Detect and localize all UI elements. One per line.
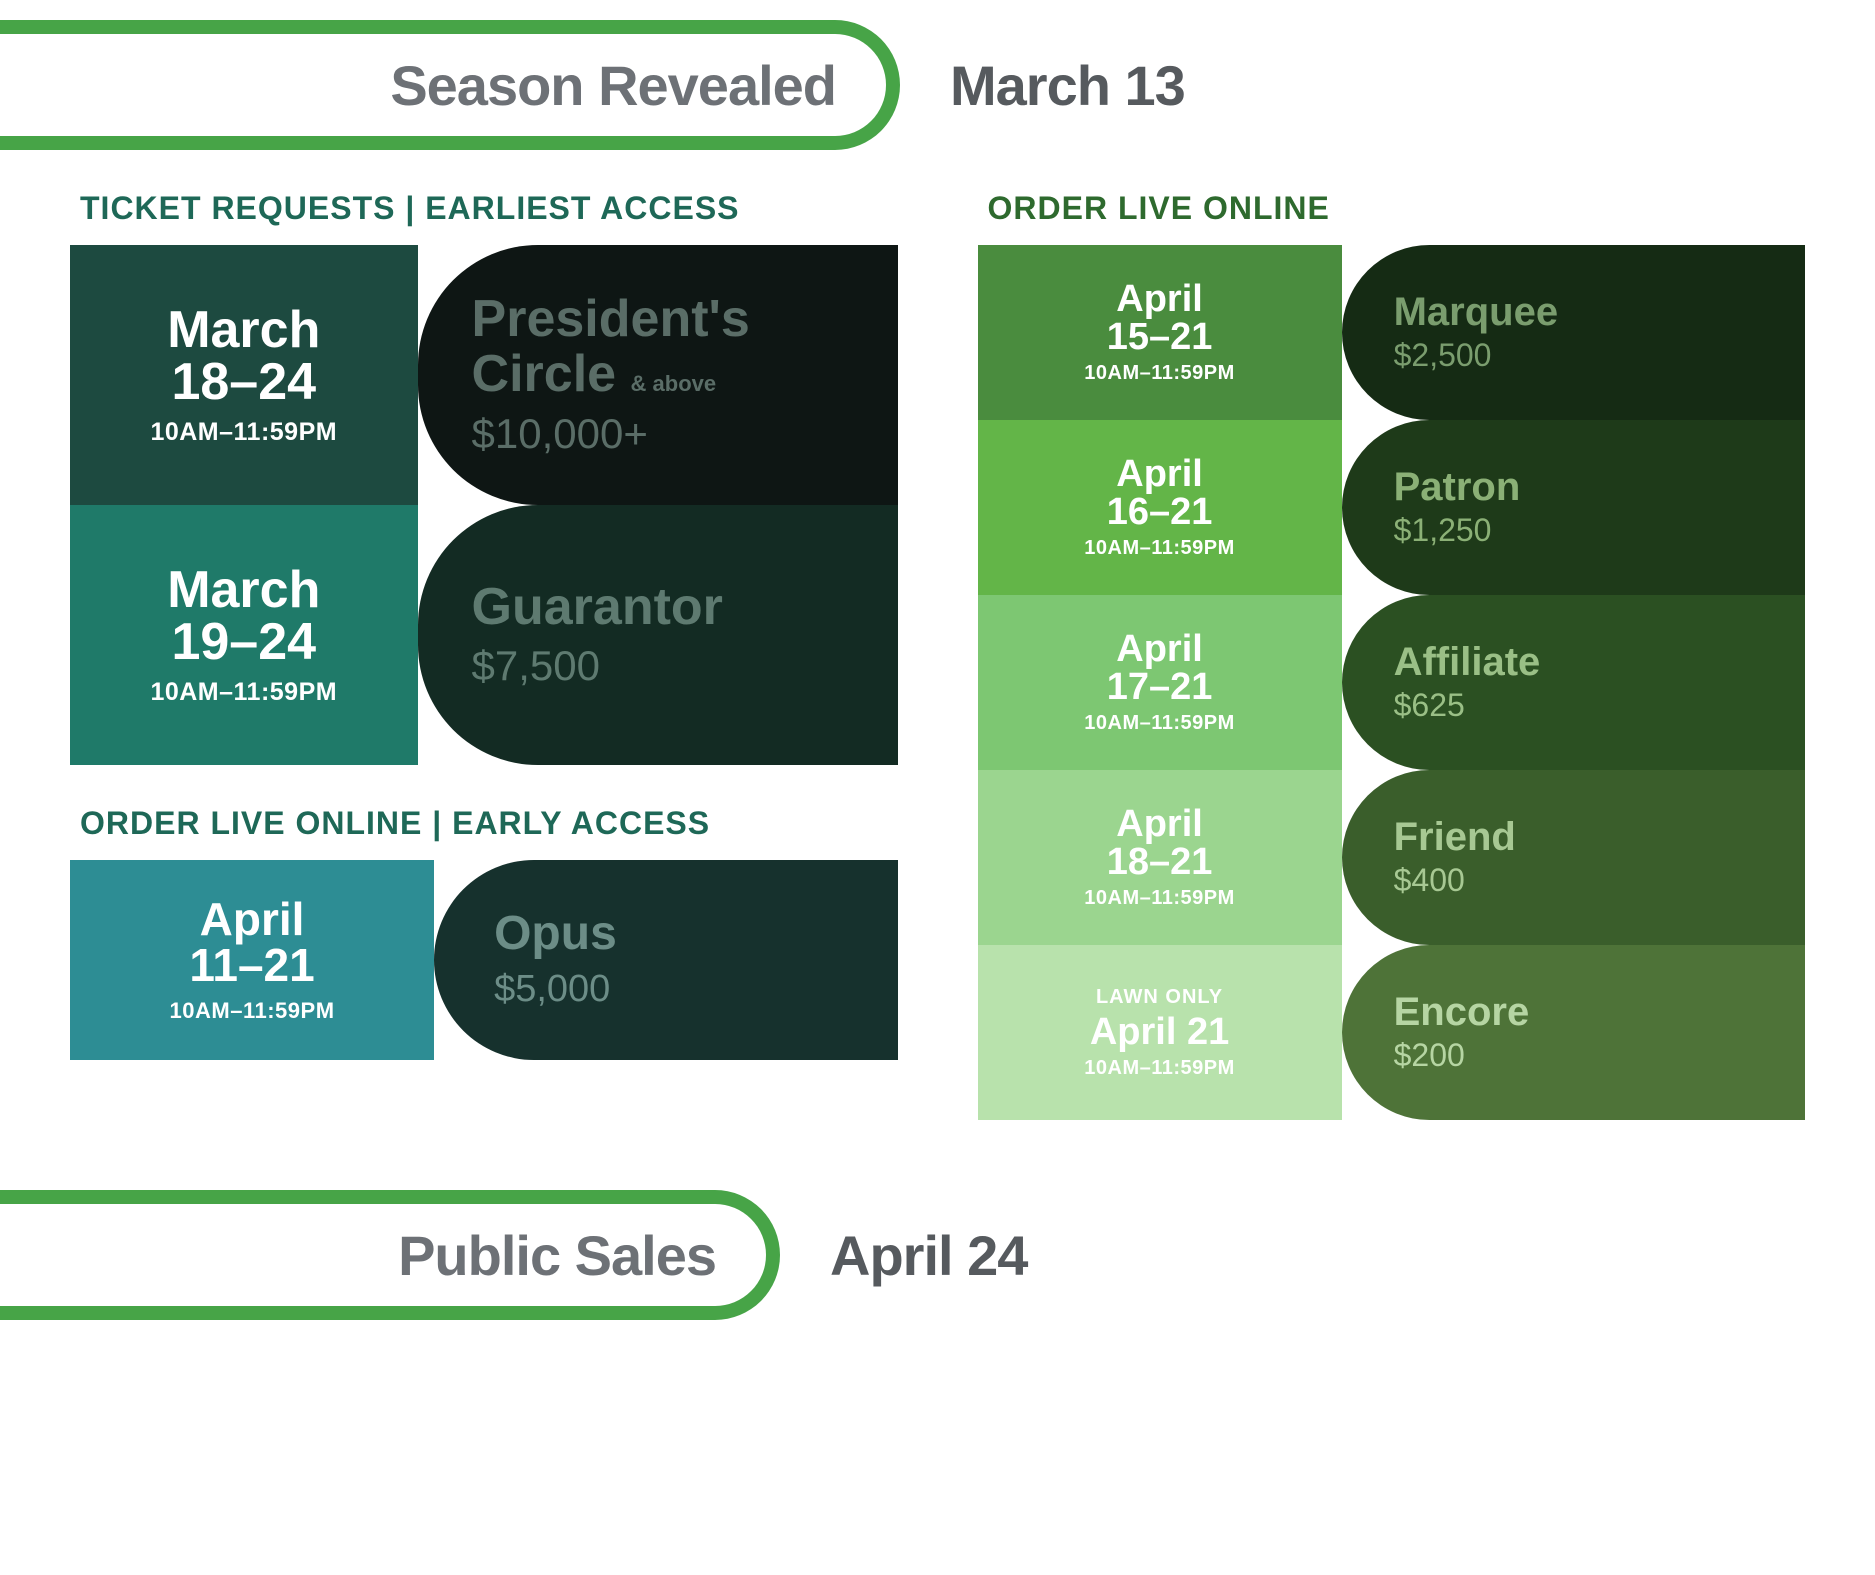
tier-date-time: 10AM–11:59PM <box>1084 887 1235 910</box>
section-label-early-access: ORDER LIVE ONLINE | EARLY ACCESS <box>80 805 898 842</box>
tier-date-month: March <box>167 564 320 616</box>
tier-marquee: April 15–21 10AM–11:59PM Marquee $2,500 <box>978 245 1806 420</box>
tier-date-days: 19–24 <box>171 616 316 668</box>
section-label-order-online: ORDER LIVE ONLINE <box>988 190 1806 227</box>
tier-name: Marquee <box>1394 291 1805 333</box>
tier-date-month: March <box>167 304 320 356</box>
tier-name: Friend <box>1394 816 1805 858</box>
tier-info-block: Guarantor $7,500 <box>418 505 898 765</box>
tier-patron: April 16–21 10AM–11:59PM Patron $1,250 <box>978 420 1806 595</box>
tier-price: $400 <box>1394 862 1805 899</box>
tier-date-month: April <box>1090 1011 1177 1053</box>
tier-stack-earliest: March 18–24 10AM–11:59PM President's Cir… <box>70 245 898 765</box>
tier-name: Guarantor <box>472 580 898 635</box>
tier-date-time: 10AM–11:59PM <box>150 418 337 447</box>
tier-date-block: April 11–21 10AM–11:59PM <box>70 860 434 1060</box>
banner-label: Public Sales <box>398 1223 716 1288</box>
banner-season-revealed: Season Revealed March 13 <box>0 20 1875 150</box>
banner-public-sales: Public Sales April 24 <box>0 1190 1875 1320</box>
tier-price: $625 <box>1394 687 1805 724</box>
tier-date-time: 10AM–11:59PM <box>1084 537 1235 560</box>
tier-date-block: April 17–21 10AM–11:59PM <box>978 595 1342 770</box>
tier-date-block: April 16–21 10AM–11:59PM <box>978 420 1342 595</box>
column-right: ORDER LIVE ONLINE April 15–21 10AM–11:59… <box>978 190 1806 1120</box>
tier-info-block: Opus $5,000 <box>434 860 897 1060</box>
tier-date-daynum: 21 <box>1187 1011 1229 1053</box>
tier-name: President's Circle & above <box>472 292 898 401</box>
tier-price: $200 <box>1394 1037 1805 1074</box>
tier-date-month: April <box>1116 455 1203 493</box>
tier-date-time: 10AM–11:59PM <box>170 998 335 1024</box>
tier-price: $2,500 <box>1394 337 1805 374</box>
tier-stack-online: April 15–21 10AM–11:59PM Marquee $2,500 … <box>978 245 1806 1120</box>
tier-date-time: 10AM–11:59PM <box>1084 362 1235 385</box>
tier-name: Encore <box>1394 991 1805 1033</box>
tier-date-days: 11–21 <box>189 942 314 988</box>
tier-date-days: 16–21 <box>1107 493 1213 531</box>
tier-stack-early: April 11–21 10AM–11:59PM Opus $5,000 <box>70 860 898 1060</box>
tier-date-note: LAWN ONLY <box>1096 986 1223 1009</box>
tier-name: Affiliate <box>1394 641 1805 683</box>
banner-pill: Public Sales <box>0 1190 780 1320</box>
tier-name-suffix: & above <box>631 371 717 396</box>
tier-date-days: April 21 <box>1090 1013 1229 1051</box>
tier-date-month: April <box>1116 630 1203 668</box>
tier-price: $10,000+ <box>472 410 898 458</box>
banner-pill: Season Revealed <box>0 20 900 150</box>
tier-info-block: Patron $1,250 <box>1342 420 1805 595</box>
banner-label: Season Revealed <box>390 53 836 118</box>
tier-encore: LAWN ONLY April 21 10AM–11:59PM Encore $… <box>978 945 1806 1120</box>
tier-date-time: 10AM–11:59PM <box>1084 712 1235 735</box>
tier-date-time: 10AM–11:59PM <box>150 678 337 707</box>
tier-opus: April 11–21 10AM–11:59PM Opus $5,000 <box>70 860 898 1060</box>
tier-date-block: April 18–21 10AM–11:59PM <box>978 770 1342 945</box>
banner-date: March 13 <box>950 53 1185 118</box>
tier-date-month: April <box>200 896 305 942</box>
tier-price: $5,000 <box>494 968 897 1011</box>
tier-price: $7,500 <box>472 642 898 690</box>
tier-date-block: March 19–24 10AM–11:59PM <box>70 505 418 765</box>
tier-info-block: Friend $400 <box>1342 770 1805 945</box>
tier-date-block: LAWN ONLY April 21 10AM–11:59PM <box>978 945 1342 1120</box>
tier-date-month: April <box>1116 280 1203 318</box>
tier-date-days: 15–21 <box>1107 318 1213 356</box>
tier-date-days: 18–21 <box>1107 843 1213 881</box>
tier-date-days: 18–24 <box>171 356 316 408</box>
tier-guarantor: March 19–24 10AM–11:59PM Guarantor $7,50… <box>70 505 898 765</box>
tier-name: Opus <box>494 909 897 959</box>
tier-date-days: 17–21 <box>1107 668 1213 706</box>
tier-friend: April 18–21 10AM–11:59PM Friend $400 <box>978 770 1806 945</box>
tier-info-block: Affiliate $625 <box>1342 595 1805 770</box>
tier-date-block: April 15–21 10AM–11:59PM <box>978 245 1342 420</box>
column-left: TICKET REQUESTS | EARLIEST ACCESS March … <box>70 190 898 1120</box>
tier-info-block: President's Circle & above $10,000+ <box>418 245 898 505</box>
tier-affiliate: April 17–21 10AM–11:59PM Affiliate $625 <box>978 595 1806 770</box>
tier-date-month: April <box>1116 805 1203 843</box>
tier-date-time: 10AM–11:59PM <box>1084 1057 1235 1080</box>
tier-name: Patron <box>1394 466 1805 508</box>
banner-date: April 24 <box>830 1223 1027 1288</box>
tier-info-block: Marquee $2,500 <box>1342 245 1805 420</box>
section-label-earliest-access: TICKET REQUESTS | EARLIEST ACCESS <box>80 190 898 227</box>
tier-presidents-circle: March 18–24 10AM–11:59PM President's Cir… <box>70 245 898 505</box>
tier-info-block: Encore $200 <box>1342 945 1805 1120</box>
tier-date-block: March 18–24 10AM–11:59PM <box>70 245 418 505</box>
tier-price: $1,250 <box>1394 512 1805 549</box>
